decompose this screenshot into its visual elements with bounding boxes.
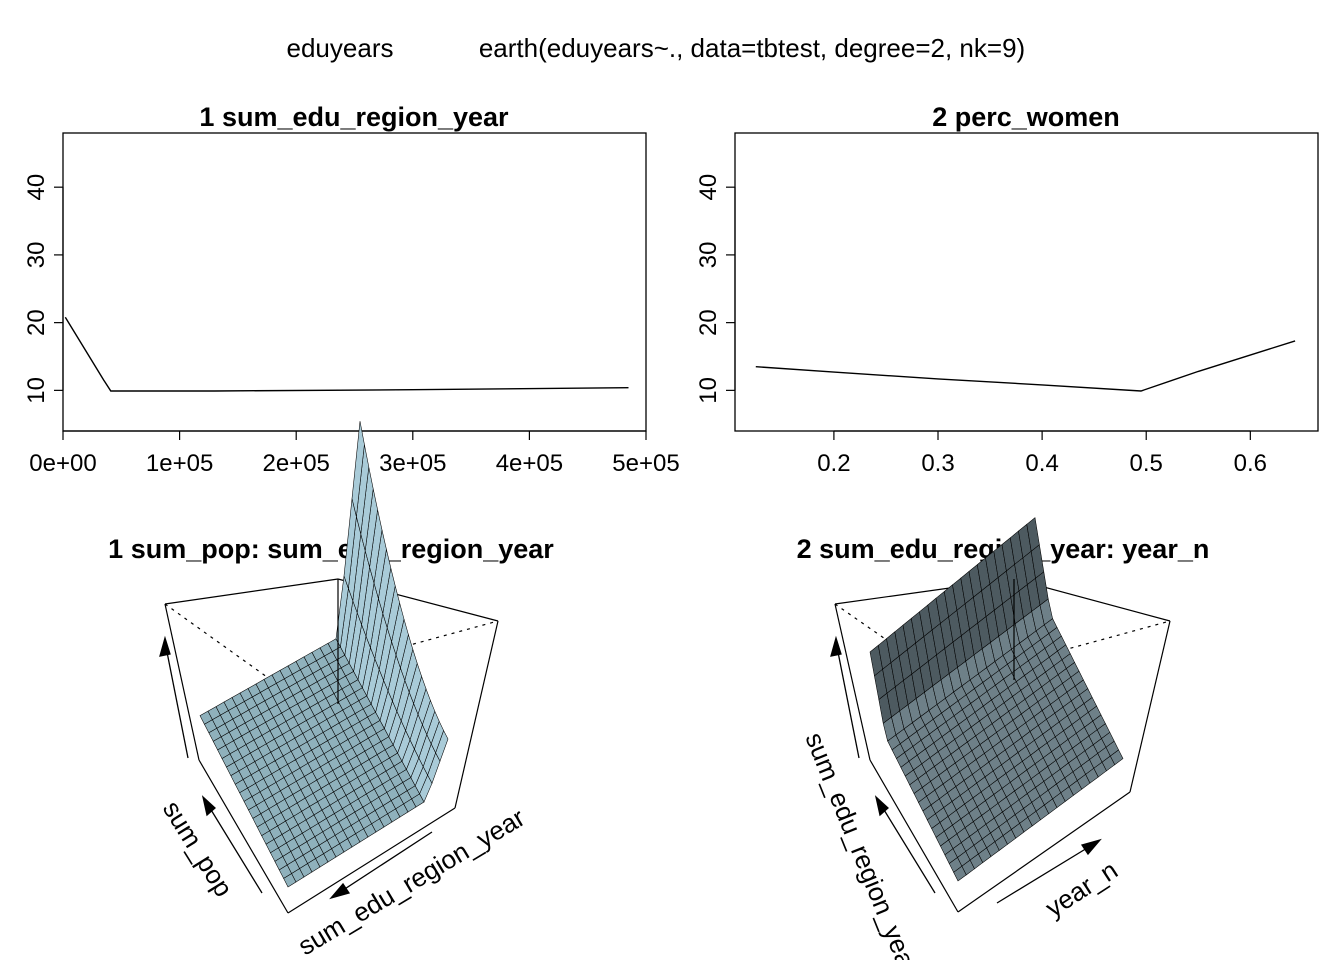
y-tick-label: 30 [695, 242, 722, 269]
model-call: earth(eduyears~., data=tbtest, degree=2,… [479, 33, 1025, 63]
panel-3-box-front [198, 579, 456, 914]
panel-1-effect-line [64, 316, 629, 392]
x-tick-label: 0.5 [1130, 450, 1163, 477]
panel-2-x-axis: 0.2 0.3 0.4 0.5 0.6 [817, 430, 1267, 477]
panel-3-axis-arrows [159, 635, 433, 900]
panel-3-surface-plot: 1 sum_pop: sum_edu_region_year sum_pop s… [108, 421, 554, 960]
panel-2-effect-line [755, 340, 1296, 392]
panel-1-y-axis: 10 20 30 40 [23, 174, 64, 404]
y-tick-label: 20 [23, 309, 50, 336]
panel-3-axis-label-1: sum_pop [157, 795, 239, 902]
panel-4-axis-label-2: year_n [1040, 855, 1123, 923]
panel-3-title: 1 sum_pop: sum_edu_region_year [108, 534, 554, 564]
x-tick-label: 5e+05 [612, 450, 679, 477]
panel-4-axis-arrows [830, 635, 1102, 904]
x-tick-label: 0.4 [1025, 450, 1058, 477]
panel-2-title: 2 perc_women [932, 102, 1120, 132]
panel-1-title: 1 sum_edu_region_year [199, 102, 509, 132]
x-tick-label: 3e+05 [379, 450, 446, 477]
y-tick-label: 10 [23, 377, 50, 404]
x-tick-label: 2e+05 [262, 450, 329, 477]
x-tick-label: 0.6 [1234, 450, 1267, 477]
y-tick-label: 40 [23, 174, 50, 201]
panel-2-y-axis: 10 20 30 40 [695, 174, 736, 404]
panel-1-plot-frame [62, 132, 647, 432]
x-tick-label: 0.3 [921, 450, 954, 477]
panel-2-plot-frame [734, 132, 1319, 432]
x-tick-label: 0.2 [817, 450, 850, 477]
panel-1-line-chart: 1 sum_edu_region_year 0e+00 1e+05 2e+05 3e+… [23, 102, 680, 477]
y-tick-label: 40 [695, 174, 722, 201]
surface-facet [1026, 517, 1040, 552]
panel-4-surface-mesh [869, 517, 1124, 882]
panel-3-surface-mesh [199, 421, 449, 888]
panel-4-surface-plot: 2 sum_edu_region_year: year_n sum_edu_re… [797, 517, 1209, 960]
y-tick-label: 10 [695, 377, 722, 404]
x-tick-label: 0e+00 [29, 450, 96, 477]
y-tick-label: 30 [23, 242, 50, 269]
y-tick-label: 20 [695, 309, 722, 336]
panel-1-x-axis: 0e+00 1e+05 2e+05 3e+05 4e+05 5e+05 [29, 430, 680, 477]
x-tick-label: 1e+05 [146, 450, 213, 477]
surface-facet [351, 421, 365, 517]
x-tick-label: 4e+05 [496, 450, 563, 477]
panel-2-line-chart: 2 perc_women 0.2 0.3 0.4 0.5 0.6 10 20 30 40 [695, 102, 1319, 477]
response-name: eduyears [287, 33, 394, 63]
panel-4-box-front [869, 579, 1131, 913]
